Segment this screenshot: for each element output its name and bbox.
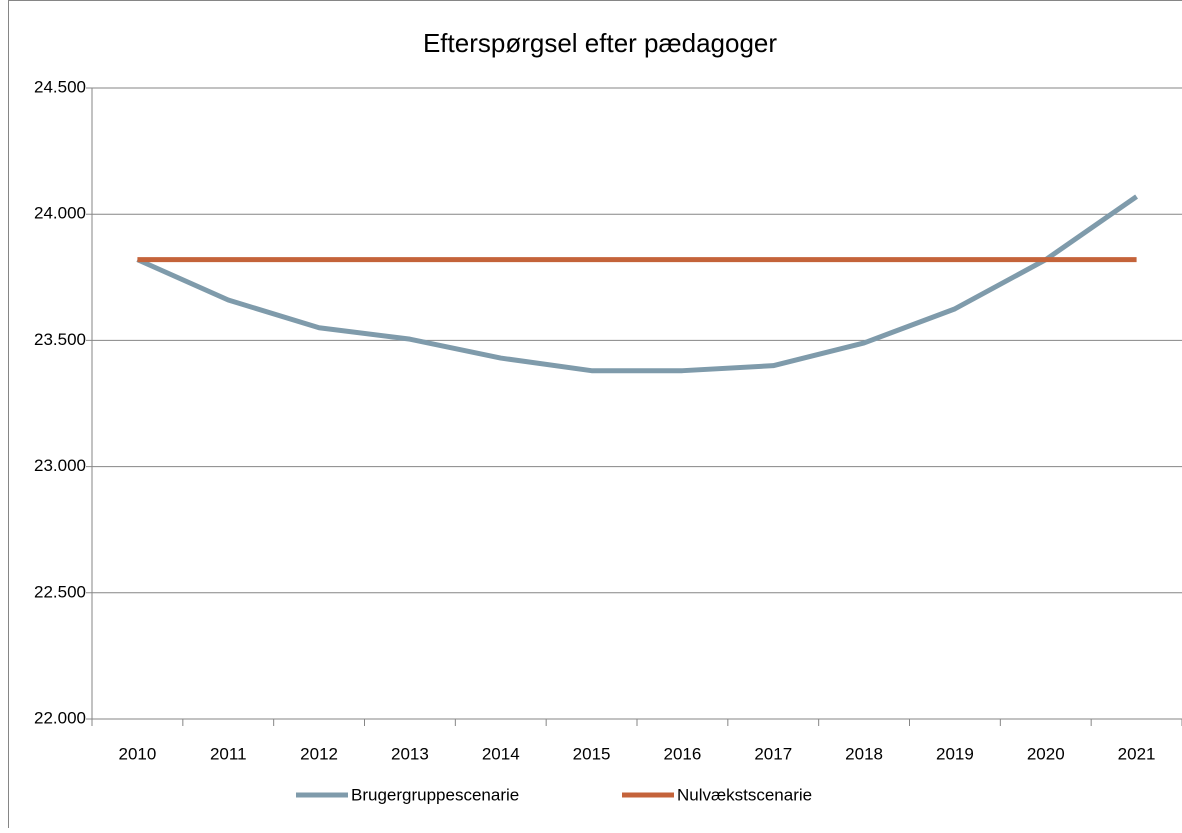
chart-frame [9, 1, 1182, 829]
y-tick-label: 24.000 [34, 204, 86, 223]
y-tick-label: 23.000 [34, 456, 86, 475]
x-tick-label: 2019 [936, 744, 974, 763]
x-tick-label: 2012 [300, 744, 338, 763]
x-tick-label: 2018 [845, 744, 883, 763]
y-tick-label: 22.000 [34, 708, 86, 727]
chart-title: Efterspørgsel efter pædagoger [423, 28, 777, 58]
y-tick-label: 22.500 [34, 582, 86, 601]
x-tick-label: 2021 [1118, 744, 1156, 763]
y-tick-label: 24.500 [34, 77, 86, 96]
x-tick-label: 2014 [482, 744, 520, 763]
x-tick-label: 2011 [210, 744, 247, 763]
x-tick-label: 2010 [119, 744, 157, 763]
x-tick-label: 2017 [754, 744, 792, 763]
series-line [137, 197, 1136, 371]
y-tick-label: 23.500 [34, 330, 86, 349]
x-tick-label: 2015 [573, 744, 611, 763]
x-tick-label: 2013 [391, 744, 429, 763]
x-tick-label: 2016 [664, 744, 702, 763]
x-tick-label: 2020 [1027, 744, 1065, 763]
legend-label: Brugergruppescenarie [351, 785, 519, 804]
legend-label: Nulvækstscenarie [677, 785, 812, 804]
